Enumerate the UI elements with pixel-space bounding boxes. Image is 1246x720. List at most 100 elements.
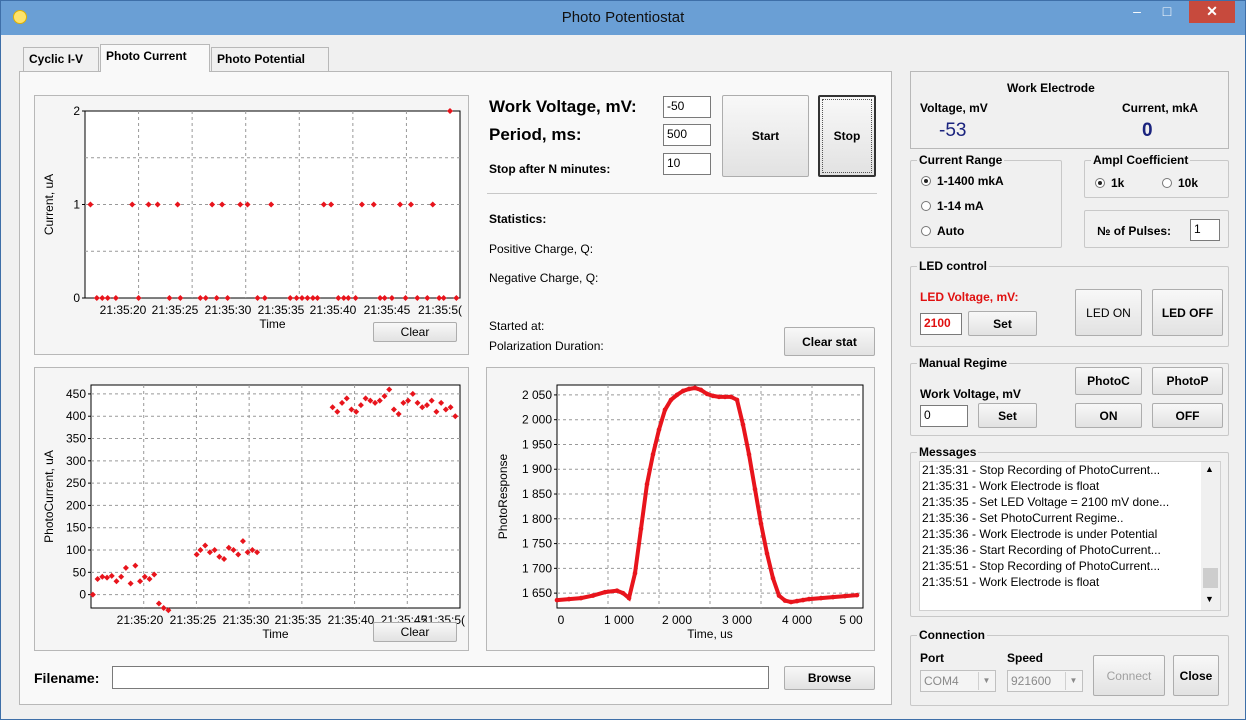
manual-voltage-label: Work Voltage, mV: [920, 387, 1021, 401]
data-point: [358, 201, 365, 208]
tab-cyclic-iv[interactable]: Cyclic I-V: [23, 47, 99, 71]
data-point: [219, 201, 226, 208]
data-point: [122, 564, 129, 571]
message-line: 21:35:31 - Work Electrode is float: [922, 479, 1100, 493]
data-point: [268, 201, 275, 208]
voltage-label: Voltage, mV: [920, 101, 988, 115]
messages-list[interactable]: [919, 461, 1221, 611]
data-point: [309, 295, 316, 301]
clear-photocurrent-chart-button[interactable]: Clear: [373, 622, 457, 642]
x-tick-label: 21:35:35: [275, 613, 322, 627]
data-point: [193, 551, 200, 558]
polarization-duration-label: Polarization Duration:: [489, 339, 604, 353]
scroll-thumb[interactable]: [1203, 568, 1218, 588]
data-point: [225, 544, 232, 551]
tab-photo-current[interactable]: Photo Current: [100, 44, 210, 72]
connect-button[interactable]: Connect: [1093, 655, 1165, 696]
manual-set-button[interactable]: Set: [978, 403, 1037, 428]
minimize-button[interactable]: –: [1133, 3, 1141, 19]
data-point: [224, 295, 231, 301]
current-chart: 0 1 2 21:35:20 21:35:25 21:35:30 21:35:35 21:35…: [42, 104, 462, 331]
start-button[interactable]: Start: [722, 95, 809, 177]
speed-select[interactable]: 921600 ▼: [1007, 670, 1083, 692]
photocurrent-chart: 0 50 100 150 200 250 300 350 400 450 21:35:20 21:35…: [42, 384, 465, 641]
data-point: [160, 605, 167, 611]
messages-scrollbar[interactable]: ▲ ▼: [1201, 462, 1220, 610]
stop-after-input[interactable]: 10: [663, 153, 711, 175]
scroll-down-icon[interactable]: ▼: [1205, 594, 1214, 604]
led-off-button[interactable]: LED OFF: [1152, 289, 1223, 336]
data-point: [249, 547, 256, 554]
clear-current-chart-button[interactable]: Clear: [373, 322, 457, 342]
data-point: [343, 395, 350, 402]
photoc-button[interactable]: PhotoC: [1075, 367, 1142, 395]
window-title: Photo Potentiostat: [561, 9, 685, 26]
data-point: [352, 295, 359, 301]
port-select[interactable]: COM4 ▼: [920, 670, 996, 692]
message-line: 21:35:36 - Work Electrode is under Poten…: [922, 527, 1158, 541]
ampl-coefficient-group: Ampl Coefficient: [1084, 153, 1229, 198]
period-input[interactable]: 500: [663, 124, 711, 146]
messages-title: Messages: [917, 445, 979, 459]
data-point: [239, 538, 246, 545]
data-point: [433, 408, 440, 415]
radio-icon: [921, 201, 931, 211]
data-point: [135, 295, 142, 301]
data-point: [405, 397, 412, 404]
data-point: [244, 549, 251, 556]
y-tick-label: 1 700: [522, 561, 552, 575]
manual-off-button[interactable]: OFF: [1152, 403, 1223, 428]
x-tick-label: 5 00: [839, 613, 863, 627]
led-on-button[interactable]: LED ON: [1075, 289, 1142, 336]
close-button[interactable]: Close: [1173, 655, 1219, 696]
data-point: [104, 295, 111, 301]
pulses-input[interactable]: 1: [1190, 219, 1220, 241]
led-voltage-input[interactable]: 2100: [920, 313, 962, 335]
y-tick-label: 0: [73, 291, 80, 305]
browse-button[interactable]: Browse: [784, 666, 875, 690]
message-line: 21:35:51 - Stop Recording of PhotoCurren…: [922, 559, 1161, 573]
y-tick-label: 0: [79, 588, 86, 602]
ampl-radio-1k[interactable]: 1k: [1095, 176, 1124, 190]
range-radio-auto[interactable]: Auto: [921, 224, 964, 238]
ampl-radio-10k[interactable]: 10k: [1162, 176, 1198, 190]
stop-button[interactable]: Stop: [818, 95, 876, 177]
manual-voltage-input[interactable]: 0: [920, 405, 968, 427]
data-point: [386, 386, 393, 393]
data-point: [414, 399, 421, 406]
work-voltage-input[interactable]: -50: [663, 96, 711, 118]
range-radio-1-1400[interactable]: 1-1400 mkA: [921, 174, 1004, 188]
led-set-button[interactable]: Set: [968, 311, 1037, 336]
data-point: [209, 201, 216, 208]
led-control-group: LED control: [910, 259, 1229, 347]
x-tick-label: 21:35:25: [152, 303, 199, 317]
data-point: [237, 201, 244, 208]
filename-input[interactable]: [112, 666, 769, 689]
y-tick-label: 1 750: [522, 537, 552, 551]
y-tick-label: 50: [73, 565, 87, 579]
y-tick-label: 1 800: [522, 512, 552, 526]
manual-on-button[interactable]: ON: [1075, 403, 1142, 428]
positive-charge-label: Positive Charge, Q:: [489, 242, 594, 256]
photop-button[interactable]: PhotoP: [1152, 367, 1223, 395]
y-axis-label: PhotoCurrent, uA: [42, 450, 56, 543]
data-point: [299, 295, 306, 301]
close-window-button[interactable]: ✕: [1189, 1, 1235, 23]
range-radio-1-14[interactable]: 1-14 mA: [921, 199, 984, 213]
connection-group: Connection: [910, 628, 1229, 706]
x-tick-label: 21:35:20: [100, 303, 147, 317]
data-point: [104, 574, 111, 581]
message-line: 21:35:51 - Work Electrode is float: [922, 575, 1100, 589]
ampl-coefficient-title: Ampl Coefficient: [1091, 153, 1191, 167]
data-point: [132, 562, 139, 569]
data-point: [202, 542, 209, 549]
data-point: [377, 295, 384, 301]
data-point: [127, 580, 134, 587]
message-line: 21:35:35 - Set LED Voltage = 2100 mV don…: [922, 495, 1170, 509]
scroll-up-icon[interactable]: ▲: [1205, 464, 1214, 474]
data-point: [381, 393, 388, 400]
maximize-button[interactable]: □: [1162, 3, 1172, 19]
tab-photo-potential[interactable]: Photo Potential: [211, 47, 329, 71]
clear-stat-button[interactable]: Clear stat: [784, 327, 875, 356]
pulses-group: [1084, 210, 1229, 248]
